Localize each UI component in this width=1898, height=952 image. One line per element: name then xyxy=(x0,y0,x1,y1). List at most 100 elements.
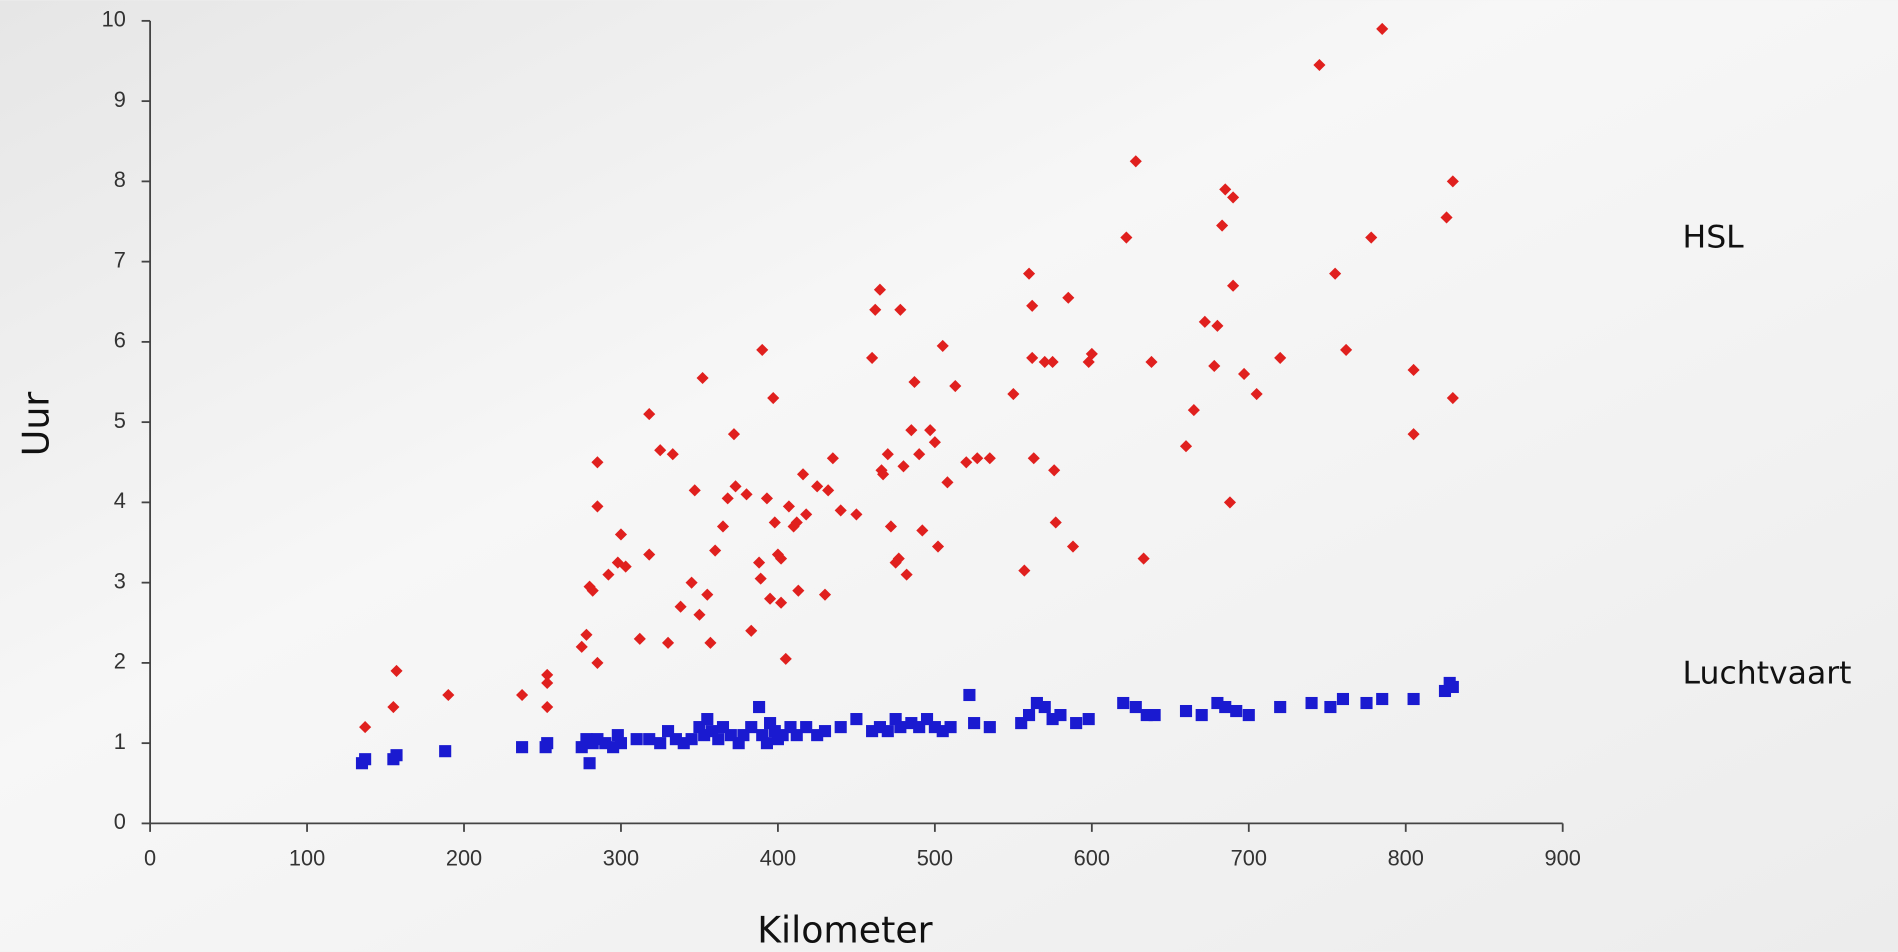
point xyxy=(850,713,863,726)
point xyxy=(760,737,773,750)
point xyxy=(541,676,554,690)
point xyxy=(1038,700,1051,714)
point xyxy=(756,343,769,356)
point xyxy=(983,452,996,465)
point xyxy=(968,717,981,730)
point xyxy=(811,480,824,493)
point xyxy=(541,700,554,714)
point xyxy=(685,733,698,746)
point xyxy=(1242,709,1255,722)
point xyxy=(924,424,937,437)
point xyxy=(1070,717,1083,730)
point xyxy=(654,737,667,750)
y-tick-label: 7 xyxy=(114,247,126,272)
point xyxy=(1179,704,1193,718)
point xyxy=(869,303,882,316)
point xyxy=(439,745,452,758)
point xyxy=(516,688,529,702)
point xyxy=(688,484,701,497)
x-tick-label: 300 xyxy=(603,845,639,870)
point xyxy=(1305,696,1318,710)
point xyxy=(693,608,706,621)
point xyxy=(1145,355,1158,368)
x-tick-label: 700 xyxy=(1231,845,1267,870)
x-tick-label: 500 xyxy=(917,845,953,870)
point xyxy=(1440,211,1453,224)
point xyxy=(775,596,788,609)
point xyxy=(591,656,604,669)
point xyxy=(1129,700,1142,714)
point xyxy=(1117,696,1130,710)
point xyxy=(834,721,847,734)
point xyxy=(983,721,996,734)
point xyxy=(1376,692,1389,706)
series-label: HSL xyxy=(1683,220,1745,256)
point xyxy=(387,700,400,714)
point xyxy=(1027,452,1040,465)
point xyxy=(614,528,628,541)
point xyxy=(633,632,646,645)
point xyxy=(721,492,734,505)
point xyxy=(1195,709,1208,722)
point xyxy=(971,452,984,465)
y-axis-title: Uur xyxy=(15,392,58,457)
point xyxy=(1360,696,1373,710)
point xyxy=(1407,692,1420,706)
point xyxy=(359,721,372,734)
point xyxy=(1198,315,1211,328)
point xyxy=(575,640,588,653)
point xyxy=(630,733,643,746)
point xyxy=(701,713,714,726)
point xyxy=(790,729,803,742)
point xyxy=(745,721,758,734)
point xyxy=(1238,367,1251,381)
point xyxy=(764,592,777,605)
point xyxy=(1446,680,1459,694)
point xyxy=(727,428,741,441)
point xyxy=(881,448,894,461)
point xyxy=(826,452,839,465)
point xyxy=(800,508,813,521)
point xyxy=(583,757,596,770)
point xyxy=(709,544,722,557)
x-tick-label: 900 xyxy=(1545,845,1581,870)
point xyxy=(1376,22,1389,35)
point xyxy=(1187,404,1200,417)
point xyxy=(900,568,913,581)
y-tick-label: 2 xyxy=(114,649,126,674)
y-tick-label: 8 xyxy=(114,167,126,192)
point xyxy=(775,552,788,565)
point xyxy=(740,488,753,501)
point xyxy=(944,721,957,734)
point xyxy=(1046,355,1059,368)
y-tick-label: 9 xyxy=(114,87,126,112)
point xyxy=(1219,183,1232,196)
x-tick-label: 600 xyxy=(1074,845,1110,870)
point xyxy=(928,436,941,449)
point xyxy=(541,737,554,750)
y-tick-label: 5 xyxy=(114,408,126,433)
y-tick-label: 0 xyxy=(114,809,126,834)
y-tick-label: 1 xyxy=(114,729,126,754)
point xyxy=(916,524,929,537)
point xyxy=(873,283,886,296)
point xyxy=(1018,564,1031,577)
point xyxy=(753,700,766,714)
point xyxy=(1211,319,1224,332)
point xyxy=(800,721,813,734)
point xyxy=(662,636,675,649)
point xyxy=(442,688,455,702)
point xyxy=(905,424,918,437)
point xyxy=(892,552,905,565)
point xyxy=(1340,343,1353,356)
point xyxy=(704,636,717,649)
point xyxy=(1329,267,1342,280)
point xyxy=(941,476,954,489)
point xyxy=(850,508,863,521)
y-tick-label: 6 xyxy=(114,328,126,353)
point xyxy=(729,480,742,493)
point xyxy=(963,688,976,702)
